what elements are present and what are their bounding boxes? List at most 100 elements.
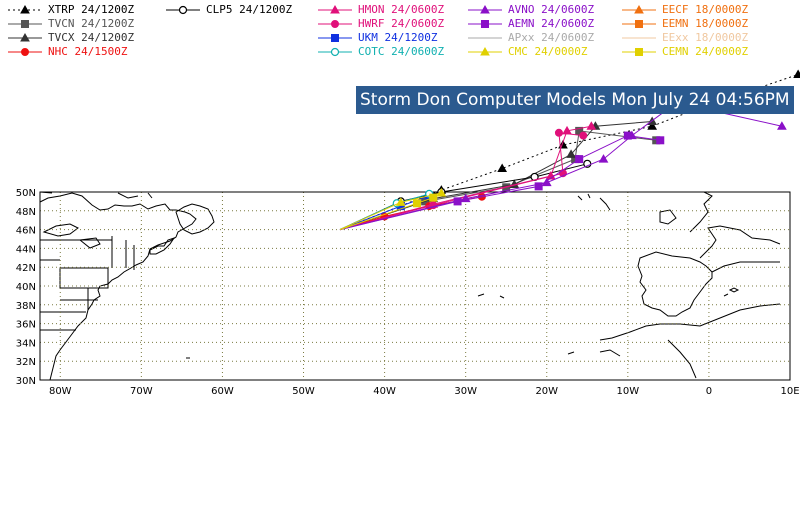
legend-label: CLP5 24/1200Z <box>206 3 293 16</box>
latitude-label: 42N <box>16 263 36 274</box>
page-title: Storm Don Computer Models Mon July 24 04… <box>356 86 794 114</box>
track-point <box>575 126 584 135</box>
longitude-label: 40W <box>373 386 396 397</box>
track-point <box>777 121 787 130</box>
legend-label: TVCX 24/1200Z <box>48 31 135 44</box>
legend-label: AVNO 24/0600Z <box>508 3 595 16</box>
graticule-grid <box>40 191 791 381</box>
legend-symbol <box>8 4 42 14</box>
legend-label: AEMN 24/0600Z <box>508 17 595 30</box>
track-point <box>534 182 543 191</box>
track-point <box>579 131 588 140</box>
track-point <box>497 163 508 172</box>
lake-outlines <box>42 223 101 249</box>
legend-label: CMC 24/0000Z <box>508 45 588 58</box>
legend-label: EEMN 18/0000Z <box>662 17 749 30</box>
legend-symbol <box>8 48 42 56</box>
latitude-label: 48N <box>16 207 36 218</box>
track-point <box>436 187 447 197</box>
track-hmon <box>339 121 597 231</box>
legend-symbol <box>622 37 656 39</box>
track-point <box>541 177 552 187</box>
legend-label: HMON 24/0600Z <box>358 3 445 16</box>
track-point <box>656 136 665 145</box>
legend-label: CEMN 24/0000Z <box>662 45 749 58</box>
us-borders <box>40 236 135 331</box>
latitude-label: 40N <box>16 282 36 293</box>
france <box>699 225 781 273</box>
track-point <box>793 69 800 78</box>
legend-label: APxx 24/0600Z <box>508 31 595 44</box>
longitude-label: 50W <box>292 386 315 397</box>
latitude-label: 38N <box>16 301 36 312</box>
latitude-label: 50N <box>16 188 36 199</box>
legend-symbol <box>468 4 502 14</box>
latitude-label: 30N <box>16 376 36 387</box>
nova-scotia <box>149 237 176 255</box>
track-tvcn <box>339 126 661 231</box>
legend-symbol <box>468 37 502 39</box>
africa-coast <box>599 303 781 379</box>
track-point <box>575 155 584 164</box>
legend-label: HWRF 24/0600Z <box>358 17 445 30</box>
track-point <box>413 199 422 208</box>
track-point <box>566 149 576 158</box>
legend-symbol <box>318 4 352 14</box>
track-point <box>395 197 406 206</box>
latitude-label: 34N <box>16 338 36 349</box>
longitude-labels: 80W 70W 60W 50W 40W 30W 20W 10W 0 10E <box>49 386 800 397</box>
uk-ireland <box>659 191 713 233</box>
longitude-label: 0 <box>706 386 712 397</box>
legend-symbol <box>8 32 42 42</box>
track-point <box>598 154 609 163</box>
labrador-coast <box>39 191 153 199</box>
longitude-label: 20W <box>535 386 558 397</box>
legend-symbol <box>468 20 502 28</box>
track-point <box>623 131 632 140</box>
iberia <box>637 251 713 317</box>
latitude-label: 46N <box>16 226 36 237</box>
latitude-label: 32N <box>16 357 36 368</box>
longitude-label: 10E <box>780 386 799 397</box>
legend-symbol <box>318 34 352 42</box>
track-line <box>339 135 661 231</box>
legend-symbol <box>622 48 656 56</box>
latitude-labels: 50N 48N 46N 44N 42N 40N 38N 36N 34N 32N 30N <box>16 188 36 387</box>
longitude-label: 30W <box>454 386 477 397</box>
legend-symbol <box>622 4 656 14</box>
north-america-coast <box>39 192 197 381</box>
track-point <box>554 128 563 137</box>
latitude-label: 36N <box>16 320 36 331</box>
newfoundland <box>175 203 215 235</box>
legend-label: TVCN 24/1200Z <box>48 17 135 30</box>
model-legend: XTRP 24/1200Z TVCN 24/1200Z TVCX 24/1200Z N… <box>0 0 800 60</box>
longitude-label: 70W <box>130 386 153 397</box>
legend-symbol <box>468 46 502 56</box>
track-point <box>586 121 597 130</box>
balearics <box>723 287 740 297</box>
legend-label: COTC 24/0600Z <box>358 45 445 58</box>
legend-label: XTRP 24/1200Z <box>48 3 135 16</box>
latitude-label: 44N <box>16 244 36 255</box>
legend-symbol <box>166 5 200 15</box>
land-outlines <box>39 191 781 381</box>
track-point <box>647 121 658 130</box>
iceland-faroes <box>577 193 611 211</box>
longitude-label: 10W <box>617 386 640 397</box>
track-aemn <box>339 131 665 231</box>
legend-symbol <box>622 20 656 28</box>
legend-label: UKM 24/1200Z <box>358 31 438 44</box>
legend-label: EECF 18/0000Z <box>662 3 749 16</box>
track-cmc <box>339 187 447 231</box>
legend-label: NHC 24/1500Z <box>48 45 128 58</box>
map-frame <box>39 191 791 381</box>
azores-islands <box>186 293 575 359</box>
longitude-label: 80W <box>49 386 72 397</box>
legend-label: EExx 18/0000Z <box>662 31 749 44</box>
track-point <box>429 193 438 202</box>
legend-symbol <box>8 20 42 28</box>
track-cemn <box>339 193 438 231</box>
legend-symbol <box>318 20 352 28</box>
legend-symbol <box>318 47 352 57</box>
